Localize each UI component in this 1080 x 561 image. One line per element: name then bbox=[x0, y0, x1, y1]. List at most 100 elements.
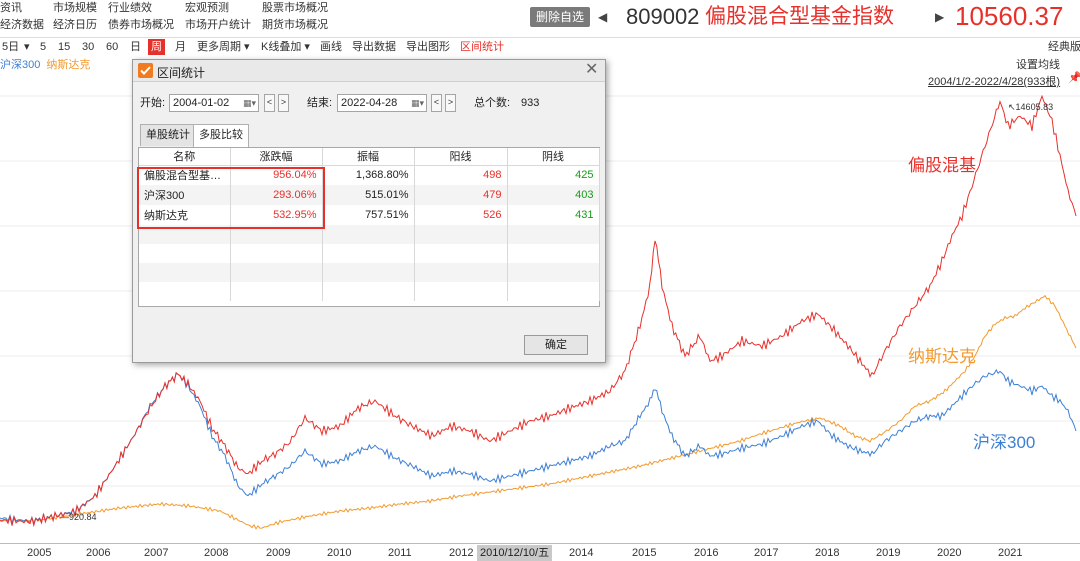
table-row-empty bbox=[139, 263, 600, 282]
table-header-row: 名称 涨跌幅 振幅 阳线 阴线 bbox=[139, 148, 600, 166]
cell-amplitude: 757.51% bbox=[322, 205, 415, 225]
total-count-label: 总个数: bbox=[474, 97, 511, 109]
comparison-table: 名称 涨跌幅 振幅 阳线 阴线 偏股混合型基金... 956.04% 1,368… bbox=[138, 147, 600, 307]
dialog-title-bar[interactable]: 区间统计 ✕ bbox=[133, 60, 605, 82]
cell-down-count: 425 bbox=[507, 165, 600, 185]
tab-multi-stock[interactable]: 多股比较 bbox=[193, 124, 249, 147]
menu-account-opening-stats[interactable]: 市场开户统计 bbox=[185, 19, 251, 31]
close-icon[interactable]: ✕ bbox=[585, 61, 599, 78]
start-prev-button[interactable]: < bbox=[264, 94, 275, 112]
export-chart-button[interactable]: 导出图形 bbox=[406, 41, 450, 53]
period-month[interactable]: 月 bbox=[175, 41, 186, 53]
more-periods-dropdown[interactable]: 更多周期 ▾ bbox=[197, 41, 250, 53]
cell-name: 沪深300 bbox=[139, 185, 231, 205]
cell-up-count: 526 bbox=[414, 205, 508, 225]
csi300-line bbox=[0, 368, 1077, 526]
menu-economic-data[interactable]: 经济数据 bbox=[0, 19, 44, 31]
period-60min[interactable]: 60 bbox=[106, 41, 119, 53]
ma-settings-button[interactable]: 设置均线 bbox=[1016, 59, 1060, 71]
x-tick-label: 2021 bbox=[998, 547, 1023, 559]
equity-fund-index-line bbox=[0, 94, 1077, 528]
cell-change: 532.95% bbox=[230, 205, 323, 225]
series-label-csi300: 沪深300 bbox=[973, 433, 1036, 452]
tab-single-stock[interactable]: 单股统计 bbox=[140, 124, 196, 146]
cell-down-count: 431 bbox=[507, 205, 600, 225]
range-statistics-button[interactable]: 区间统计 bbox=[460, 41, 504, 53]
table-row-empty bbox=[139, 225, 600, 244]
series-label-nasdaq: 纳斯达克 bbox=[908, 347, 976, 366]
period-5min[interactable]: 5 bbox=[40, 41, 47, 53]
menu-economic-calendar[interactable]: 经济日历 bbox=[53, 19, 97, 31]
menu-futures-market-overview[interactable]: 期货市场概况 bbox=[262, 19, 328, 31]
nasdaq-line bbox=[0, 294, 1077, 530]
x-tick-label: 2012 bbox=[449, 547, 474, 559]
menu-macro-forecast[interactable]: 宏观预测 bbox=[185, 2, 229, 14]
app-check-icon bbox=[138, 63, 153, 78]
column-header[interactable]: 阴线 bbox=[507, 148, 600, 166]
menu-industry-performance[interactable]: 行业绩效 bbox=[108, 2, 152, 14]
table-row[interactable]: 沪深300 293.06% 515.01% 479 403 bbox=[139, 185, 600, 205]
highlight-annotation-box bbox=[137, 167, 325, 229]
ok-button[interactable]: 确定 bbox=[524, 335, 588, 355]
start-label: 开始: bbox=[140, 97, 166, 109]
end-date-input[interactable]: 2022-04-28 ▦▾ bbox=[337, 94, 427, 112]
legend-csi300[interactable]: 沪深300 bbox=[0, 59, 41, 71]
calendar-icon[interactable]: ▦▾ bbox=[410, 98, 424, 108]
prev-arrow-icon[interactable]: ◀ bbox=[598, 10, 608, 24]
x-tick-label: 2017 bbox=[754, 547, 779, 559]
x-tick-label: 2009 bbox=[266, 547, 291, 559]
x-axis: 2005 2006 2007 2008 2009 2010 2011 2012 … bbox=[0, 543, 1080, 561]
period-day[interactable]: 日 bbox=[130, 41, 141, 53]
end-next-button[interactable]: > bbox=[445, 94, 456, 112]
x-tick-label: 2011 bbox=[388, 547, 412, 559]
next-arrow-icon[interactable]: ▶ bbox=[935, 10, 945, 24]
column-header[interactable]: 名称 bbox=[139, 148, 231, 166]
x-tick-label: 2018 bbox=[815, 547, 840, 559]
delete-favorite-button[interactable]: 删除自选 bbox=[530, 7, 590, 27]
range-statistics-dialog: 区间统计 ✕ 开始: 2004-01-02 ▦▾ < > 结束: 2022-04-… bbox=[132, 59, 606, 363]
column-header[interactable]: 涨跌幅 bbox=[230, 148, 323, 166]
column-header[interactable]: 振幅 bbox=[322, 148, 415, 166]
start-date-input[interactable]: 2004-01-02 ▦▾ bbox=[169, 94, 259, 112]
table-row[interactable]: 纳斯达克 532.95% 757.51% 526 431 bbox=[139, 205, 600, 225]
draw-line-button[interactable]: 画线 bbox=[320, 41, 342, 53]
pin-icon[interactable]: 📌 bbox=[1068, 72, 1080, 84]
cell-amplitude: 515.01% bbox=[322, 185, 415, 205]
cell-change: 293.06% bbox=[230, 185, 323, 205]
menu-bond-market-overview[interactable]: 债券市场概况 bbox=[108, 19, 174, 31]
cell-up-count: 498 bbox=[414, 165, 508, 185]
series-label-equity-fund: 偏股混基 bbox=[908, 156, 976, 175]
period-30min[interactable]: 30 bbox=[82, 41, 95, 53]
x-tick-label: 2019 bbox=[876, 547, 901, 559]
fund-value: 10560.37 bbox=[955, 1, 1064, 31]
fund-code: 809002 bbox=[626, 4, 700, 29]
x-tick-label: 2006 bbox=[86, 547, 111, 559]
max-price-label: ↖14605.83 bbox=[1008, 102, 1054, 112]
min-price-label: —920.84 bbox=[60, 512, 97, 522]
period-dropdown-icon[interactable]: ▾ bbox=[24, 41, 30, 53]
cell-up-count: 479 bbox=[414, 185, 508, 205]
period-15min[interactable]: 15 bbox=[58, 41, 71, 53]
x-tick-label: 2016 bbox=[694, 547, 719, 559]
crosshair-date-label: 2010/12/10/五 bbox=[477, 545, 553, 561]
start-next-button[interactable]: > bbox=[278, 94, 289, 112]
column-header[interactable]: 阳线 bbox=[414, 148, 508, 166]
export-data-button[interactable]: 导出数据 bbox=[352, 41, 396, 53]
classic-view-toggle[interactable]: 经典版 bbox=[1048, 41, 1080, 53]
x-tick-label: 2007 bbox=[144, 547, 169, 559]
legend-nasdaq[interactable]: 纳斯达克 bbox=[46, 59, 91, 71]
table-row[interactable]: 偏股混合型基金... 956.04% 1,368.80% 498 425 bbox=[139, 165, 600, 185]
cell-change: 956.04% bbox=[230, 165, 323, 185]
period-week[interactable]: 周 bbox=[148, 39, 165, 55]
x-tick-label: 2015 bbox=[632, 547, 657, 559]
period-5day[interactable]: 5日 bbox=[2, 41, 20, 53]
end-label: 结束: bbox=[307, 97, 333, 109]
overlay-kline-dropdown[interactable]: K线叠加 ▾ bbox=[261, 41, 310, 53]
menu-stock-market-overview[interactable]: 股票市场概况 bbox=[262, 2, 328, 14]
cell-name: 纳斯达克 bbox=[139, 205, 231, 225]
menu-news[interactable]: 资讯 bbox=[0, 2, 22, 14]
calendar-icon[interactable]: ▦▾ bbox=[242, 98, 256, 108]
end-prev-button[interactable]: < bbox=[431, 94, 442, 112]
menu-market-scale[interactable]: 市场规模 bbox=[53, 2, 97, 14]
top-bar: 资讯 市场规模 行业绩效 宏观预测 股票市场概况 经济数据 经济日历 债券市场概… bbox=[0, 0, 1080, 36]
